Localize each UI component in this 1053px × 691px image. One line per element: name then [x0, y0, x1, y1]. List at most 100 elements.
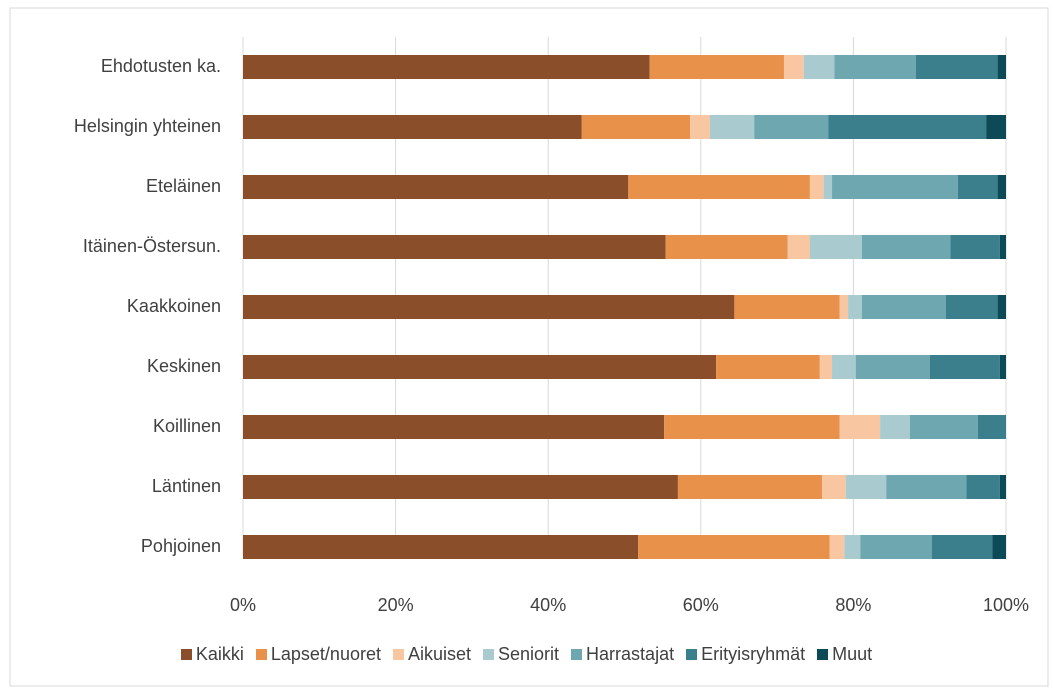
bar-segment — [839, 295, 849, 319]
bar-segment — [243, 175, 629, 199]
bar-segment — [950, 235, 1000, 259]
legend-label: Lapset/nuoret — [270, 644, 381, 664]
legend-item: Seniorit — [483, 644, 559, 665]
bar-segment — [844, 535, 861, 559]
x-tick-label: 20% — [378, 595, 414, 615]
bar-segment — [803, 55, 835, 79]
bar-segment — [243, 475, 678, 499]
bar-segment — [861, 295, 946, 319]
bar-segment — [845, 475, 887, 499]
bar-segment — [664, 415, 840, 439]
legend-label: Harrastajat — [586, 644, 675, 664]
bar-segment — [999, 475, 1006, 499]
bar-segment — [915, 55, 998, 79]
bar-segment — [880, 415, 910, 439]
bar-segment — [819, 355, 833, 379]
bar-segment — [243, 295, 735, 319]
bar-segment — [929, 355, 1000, 379]
x-tick-label: 0% — [230, 595, 256, 615]
bar-segment — [243, 55, 650, 79]
x-tick-label: 40% — [530, 595, 566, 615]
y-tick-label: Itäinen-Östersun. — [83, 236, 221, 256]
bar-segment — [860, 535, 932, 559]
bar-segment — [997, 175, 1006, 199]
bar-segment — [581, 115, 691, 139]
legend-swatch — [180, 649, 192, 660]
bar-segment — [992, 535, 1006, 559]
bar-segment — [823, 175, 833, 199]
x-tick-label: 60% — [683, 595, 719, 615]
legend-label: Erityisryhmät — [701, 644, 806, 664]
legend-swatch — [686, 649, 698, 660]
bar-segment — [787, 235, 810, 259]
x-tick-label: 80% — [835, 595, 871, 615]
legend-item: Lapset/nuoret — [255, 644, 381, 665]
bar-segment — [909, 415, 978, 439]
bar-segment — [628, 175, 810, 199]
legend-swatch — [255, 649, 267, 660]
legend-label: Aikuiset — [407, 644, 472, 664]
chart-border — [9, 7, 1049, 687]
bar-segment — [828, 115, 987, 139]
bar-segment — [716, 355, 820, 379]
bar-segment — [243, 535, 639, 559]
bar-segment — [997, 295, 1006, 319]
bar-segment — [977, 415, 1006, 439]
legend-item: Aikuiset — [392, 644, 472, 665]
bar-segment — [809, 175, 824, 199]
bar-segment — [709, 115, 755, 139]
legend-label: Kaikki — [195, 644, 244, 664]
bar-segment — [734, 295, 840, 319]
bar-segment — [809, 235, 862, 259]
bar-segment — [997, 55, 1006, 79]
legend-swatch — [571, 649, 583, 660]
bar-segment — [243, 235, 666, 259]
y-tick-label: Ehdotusten ka. — [101, 56, 221, 76]
bar-segment — [855, 355, 930, 379]
bar-segment — [754, 115, 829, 139]
legend-swatch — [483, 649, 495, 660]
legend-item: Erityisryhmät — [686, 644, 805, 665]
bar-segment — [243, 415, 665, 439]
legend-label: Muut — [832, 644, 873, 664]
legend: Kaikki Lapset/nuoret Aikuiset Seniorit Harra… — [0, 644, 1053, 665]
bar-segment — [966, 475, 1000, 499]
bar-segment — [848, 295, 862, 319]
bar-segment — [839, 415, 881, 439]
bar-segment — [886, 475, 967, 499]
legend-label: Seniorit — [498, 644, 560, 664]
bar-segment — [834, 55, 916, 79]
y-tick-label: Eteläinen — [146, 176, 221, 196]
bar-segment — [832, 175, 958, 199]
legend-item: Harrastajat — [571, 644, 674, 665]
bar-segment — [829, 535, 845, 559]
bar-segment — [832, 355, 856, 379]
y-tick-label: Läntinen — [152, 476, 221, 496]
y-tick-label: Pohjoinen — [141, 536, 221, 556]
bar-segment — [999, 355, 1006, 379]
bar-segment — [649, 55, 784, 79]
bar-segment — [945, 295, 998, 319]
bar-segment — [677, 475, 823, 499]
bar-segment — [822, 475, 846, 499]
bar-segment — [243, 115, 582, 139]
bar-segment — [243, 355, 717, 379]
y-tick-label: Kaakkoinen — [127, 296, 221, 316]
bar-segment — [986, 115, 1006, 139]
bar-segment — [931, 535, 993, 559]
bar-segment — [999, 235, 1006, 259]
bar-segment — [638, 535, 830, 559]
bar-segment — [783, 55, 804, 79]
bar-segment — [690, 115, 710, 139]
legend-swatch — [817, 649, 829, 660]
legend-item: Kaikki — [180, 644, 244, 665]
legend-swatch — [392, 649, 404, 660]
y-tick-label: Koillinen — [153, 416, 221, 436]
bar-segment — [861, 235, 951, 259]
x-tick-label: 100% — [983, 595, 1029, 615]
bar-segment — [957, 175, 998, 199]
bar-segment — [665, 235, 788, 259]
legend-item: Muut — [817, 644, 872, 665]
